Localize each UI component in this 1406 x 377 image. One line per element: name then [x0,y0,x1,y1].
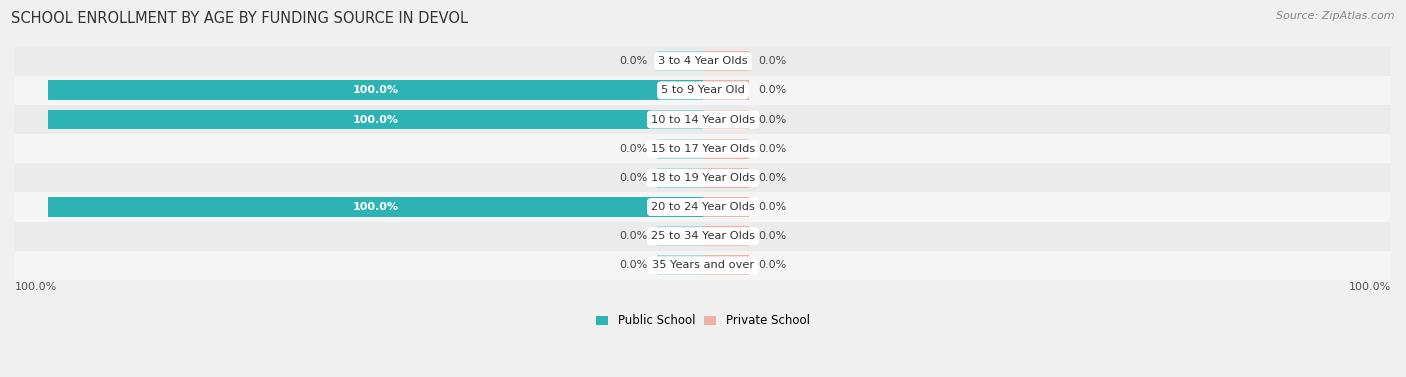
Bar [48,197,703,217]
Bar [703,256,749,275]
Text: 0.0%: 0.0% [619,144,647,154]
Bar [15,76,1391,105]
Text: 0.0%: 0.0% [759,144,787,154]
Bar [703,139,749,159]
Bar [657,226,703,246]
Text: 15 to 17 Year Olds: 15 to 17 Year Olds [651,144,755,154]
Bar [657,168,703,188]
Bar [15,192,1391,222]
Text: 0.0%: 0.0% [759,56,787,66]
Bar [15,105,1391,134]
Bar [15,134,1391,163]
Bar [48,80,703,100]
Bar [15,222,1391,251]
Legend: Public School, Private School: Public School, Private School [596,314,810,328]
Bar [703,197,749,217]
Bar [703,80,749,100]
Text: 20 to 24 Year Olds: 20 to 24 Year Olds [651,202,755,212]
Bar [703,168,749,188]
Text: 100.0%: 100.0% [353,85,398,95]
Text: 100.0%: 100.0% [353,202,398,212]
Bar [703,51,749,71]
Bar [15,47,1391,76]
Text: 25 to 34 Year Olds: 25 to 34 Year Olds [651,231,755,241]
Bar [657,51,703,71]
Bar [703,226,749,246]
Text: 0.0%: 0.0% [619,261,647,270]
Text: 0.0%: 0.0% [759,231,787,241]
Text: 0.0%: 0.0% [619,231,647,241]
Text: 5 to 9 Year Old: 5 to 9 Year Old [661,85,745,95]
Text: 0.0%: 0.0% [619,173,647,183]
Bar [15,251,1391,280]
Text: 3 to 4 Year Olds: 3 to 4 Year Olds [658,56,748,66]
Bar [657,139,703,159]
Text: 35 Years and over: 35 Years and over [652,261,754,270]
Bar [48,110,703,129]
Text: 0.0%: 0.0% [759,85,787,95]
Text: 100.0%: 100.0% [1348,282,1391,292]
Text: 0.0%: 0.0% [759,202,787,212]
Text: 18 to 19 Year Olds: 18 to 19 Year Olds [651,173,755,183]
Text: 100.0%: 100.0% [353,115,398,124]
Text: SCHOOL ENROLLMENT BY AGE BY FUNDING SOURCE IN DEVOL: SCHOOL ENROLLMENT BY AGE BY FUNDING SOUR… [11,11,468,26]
Text: 100.0%: 100.0% [15,282,58,292]
Text: 0.0%: 0.0% [759,173,787,183]
Text: 0.0%: 0.0% [759,115,787,124]
Text: 0.0%: 0.0% [759,261,787,270]
Bar [703,110,749,129]
Text: 10 to 14 Year Olds: 10 to 14 Year Olds [651,115,755,124]
Text: 0.0%: 0.0% [619,56,647,66]
Bar [657,256,703,275]
Bar [15,163,1391,192]
Text: Source: ZipAtlas.com: Source: ZipAtlas.com [1277,11,1395,21]
